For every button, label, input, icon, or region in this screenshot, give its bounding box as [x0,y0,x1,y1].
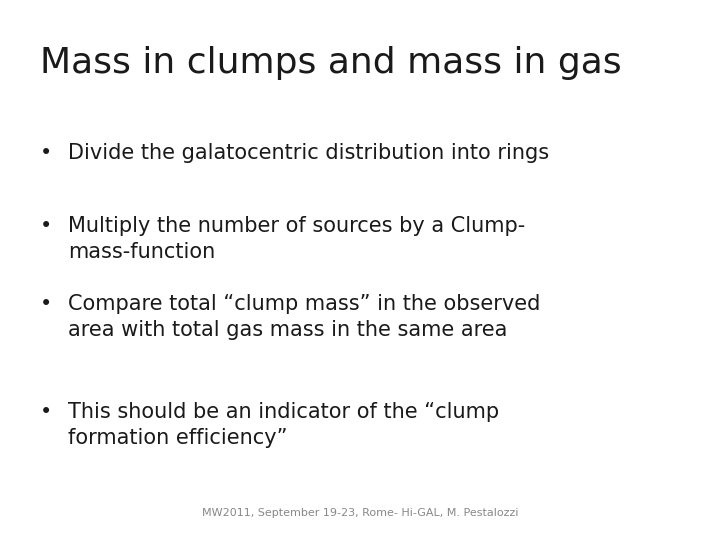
Text: Divide the galatocentric distribution into rings: Divide the galatocentric distribution in… [68,143,549,163]
Text: Mass in clumps and mass in gas: Mass in clumps and mass in gas [40,46,621,80]
Text: This should be an indicator of the “clump
formation efficiency”: This should be an indicator of the “clum… [68,402,500,448]
Text: Multiply the number of sources by a Clump-
mass-function: Multiply the number of sources by a Clum… [68,216,526,261]
Text: Compare total “clump mass” in the observed
area with total gas mass in the same : Compare total “clump mass” in the observ… [68,294,541,340]
Text: •: • [40,402,52,422]
Text: •: • [40,143,52,163]
Text: •: • [40,294,52,314]
Text: •: • [40,216,52,236]
Text: MW2011, September 19-23, Rome- Hi-GAL, M. Pestalozzi: MW2011, September 19-23, Rome- Hi-GAL, M… [202,508,518,518]
